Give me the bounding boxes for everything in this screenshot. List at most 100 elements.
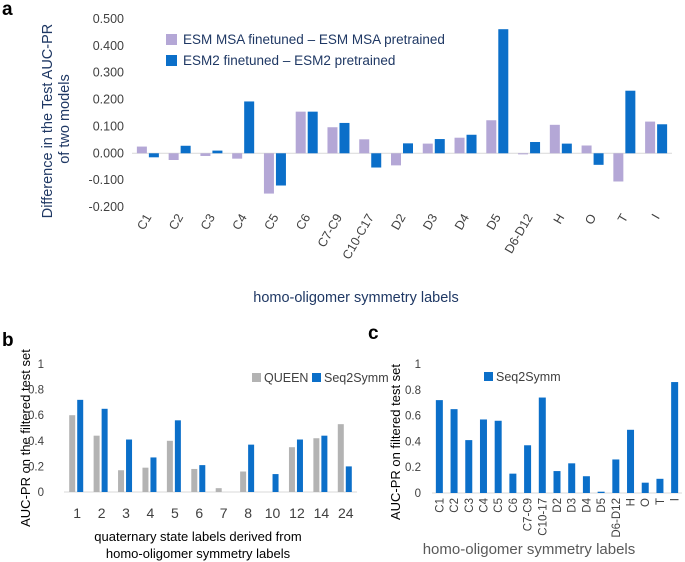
legend-b-queen-label: QUEEN [264, 371, 308, 385]
chart-c-xtick: C2 [449, 498, 461, 513]
legend-c-seq2symm-swatch [484, 372, 493, 381]
chart-a-bar-msa [422, 143, 433, 154]
chart-a-bar-esm2 [275, 153, 286, 186]
chart-a-bar-esm2 [244, 101, 255, 154]
chart-c-bar-seq2symm [671, 382, 679, 493]
chart-c-bar-seq2symm [524, 445, 532, 493]
chart-c-xtick: T [655, 498, 667, 505]
legend-a-msa-label: ESM MSA finetuned – ESM MSA pretrained [183, 32, 445, 47]
chart-b: AUC-PR on the filtered test set quaterna… [18, 349, 389, 561]
chart-a-xtick: C2 [166, 211, 186, 232]
chart-b-ytick: 0.8 [28, 385, 44, 397]
panel-label-c: c [368, 323, 379, 344]
chart-a-xtick: D3 [420, 211, 440, 232]
chart-c-xtick: D3 [567, 498, 579, 513]
chart-c-xtick: C6 [508, 498, 520, 513]
chart-b-ylabel: AUC-PR on the filtered test set [18, 349, 33, 527]
chart-c-ytick: 0.6 [405, 411, 421, 423]
chart-b-ytick: 0.2 [28, 461, 44, 473]
chart-a-xtick: C1 [134, 211, 154, 232]
chart-a-bar-msa [263, 153, 274, 194]
chart-c-bar-seq2symm [465, 440, 473, 493]
chart-c-bar-seq2symm [450, 409, 458, 493]
chart-a-ylabel: Difference in the Test AUC-PR of two mod… [40, 20, 73, 219]
chart-a-bar-msa [613, 153, 624, 182]
chart-b-xtick: 1 [73, 505, 81, 521]
chart-c-bar-seq2symm [538, 397, 546, 493]
chart-a-bar-esm2 [180, 145, 191, 154]
chart-a-bar-esm2 [530, 142, 541, 154]
chart-a-bar-msa [200, 153, 211, 156]
chart-c-ylabel: AUC-PR on filtered test set [388, 364, 403, 520]
chart-a-bar-msa [549, 124, 560, 154]
chart-a-bar-esm2 [593, 153, 604, 165]
chart-b-xtick: 8 [244, 505, 252, 521]
chart-a-bar-esm2 [625, 90, 636, 154]
chart-c-xtick: O [640, 498, 652, 507]
chart-b-bar-seq2symm [126, 439, 133, 492]
legend-b-seq2symm-swatch [312, 373, 321, 382]
chart-c-bar-seq2symm [582, 476, 590, 493]
chart-c-ytick: 1 [415, 359, 421, 371]
chart-b-bar-queen [166, 440, 173, 492]
chart-a-bar-esm2 [371, 153, 382, 168]
chart-a-bar-msa [581, 145, 592, 154]
chart-a-ytick: -0.200 [89, 200, 124, 214]
chart-c-xtick: C10-17 [537, 498, 549, 536]
chart-c-xlabel: homo-oligomer symmetry labels [423, 541, 636, 558]
chart-a-bar-esm2 [339, 122, 350, 154]
chart-c: AUC-PR on filtered test set homo-oligome… [388, 359, 682, 558]
chart-c-bar-seq2symm [479, 419, 487, 493]
chart-c-xtick: C3 [464, 498, 476, 513]
chart-c-xtick: H [626, 498, 638, 506]
chart-b-bar-queen [142, 467, 149, 492]
chart-b-xlabel-line2: homo-oligomer symmetry labels [106, 546, 291, 561]
chart-b-xtick: 6 [195, 505, 203, 521]
chart-a-xtick: C10-C17 [340, 211, 377, 261]
chart-b-ytick: 0.4 [28, 436, 45, 448]
chart-b-bar-seq2symm [272, 474, 279, 492]
chart-a-bar-msa [327, 127, 338, 154]
chart-b-xtick: 2 [98, 505, 106, 521]
chart-b-xtick: 10 [265, 505, 281, 521]
chart-c-bar-seq2symm [568, 463, 576, 493]
chart-b-xtick: 3 [122, 505, 130, 521]
chart-a-bar-esm2 [212, 150, 223, 154]
legend-a-esm2-swatch [166, 55, 177, 66]
chart-c-xtick: C4 [478, 497, 490, 512]
chart-a-ytick: 0.500 [93, 12, 124, 26]
chart-b-bar-seq2symm [101, 408, 108, 492]
chart-a-xtick: C3 [198, 211, 218, 232]
chart-b-bar-queen [93, 435, 100, 492]
chart-a-bar-esm2 [434, 139, 445, 154]
chart-a-xtick: I [649, 212, 663, 222]
legend-c-seq2symm-label: Seq2Symm [496, 370, 561, 384]
chart-c-ytick: 0.4 [405, 436, 422, 448]
chart-c-xtick: D6-D12 [611, 498, 623, 538]
chart-c-xtick: C7-C9 [523, 498, 535, 531]
chart-b-bar-queen [313, 438, 320, 492]
chart-a-bar-msa [136, 146, 147, 154]
chart-c-bar-seq2symm [435, 400, 443, 493]
chart-a-ytick: 0.400 [93, 39, 124, 53]
chart-c-xtick: C1 [434, 498, 446, 513]
chart-c-xtick: D5 [596, 498, 608, 513]
chart-a-xtick: O [582, 211, 599, 227]
chart-a-bar-msa [168, 153, 179, 160]
panel-label-a: a [2, 0, 13, 20]
chart-c-bar-seq2symm [494, 420, 502, 493]
chart-a-ylabel-line1: Difference in the Test AUC-PR [40, 24, 56, 219]
chart-b-bar-queen [337, 424, 344, 492]
chart-a-bar-esm2 [498, 29, 509, 154]
chart-b-bar-seq2symm [345, 466, 352, 492]
chart-a-xtick: C7-C9 [315, 211, 345, 249]
chart-c-ytick: 0.2 [405, 462, 421, 474]
chart-a-bar-esm2 [466, 134, 477, 154]
chart-a-bar-esm2 [657, 124, 668, 154]
chart-a-bar-msa [391, 153, 401, 166]
chart-a-xtick: C6 [293, 211, 313, 232]
chart-a-bar-esm2 [561, 143, 572, 154]
chart-b-xtick: 4 [147, 505, 155, 521]
chart-b-bar-seq2symm [150, 457, 157, 492]
